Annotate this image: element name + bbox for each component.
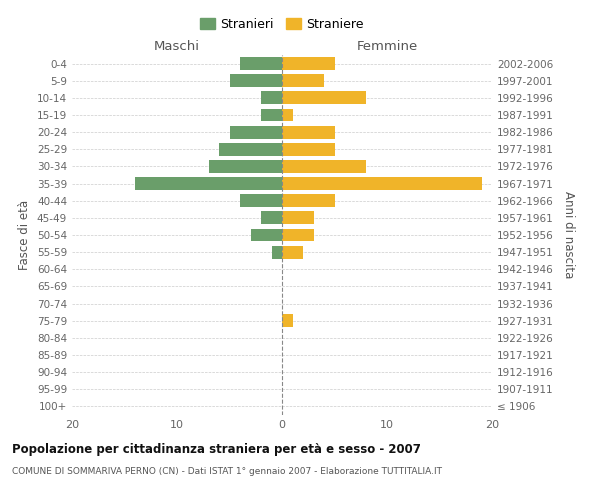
Bar xyxy=(261,212,282,224)
Bar xyxy=(282,212,314,224)
Bar xyxy=(240,194,282,207)
Bar xyxy=(282,92,366,104)
Bar xyxy=(282,74,324,87)
Bar xyxy=(282,143,335,156)
Legend: Stranieri, Straniere: Stranieri, Straniere xyxy=(197,14,367,34)
Bar xyxy=(282,194,335,207)
Bar xyxy=(135,177,282,190)
Bar xyxy=(229,74,282,87)
Bar xyxy=(282,160,366,173)
Bar xyxy=(261,108,282,122)
Bar xyxy=(282,228,314,241)
Text: Maschi: Maschi xyxy=(154,40,200,52)
Bar xyxy=(229,126,282,138)
Bar xyxy=(282,108,293,122)
Bar xyxy=(282,246,303,258)
Bar xyxy=(261,92,282,104)
Bar xyxy=(271,246,282,258)
Bar xyxy=(240,57,282,70)
Bar xyxy=(219,143,282,156)
Y-axis label: Fasce di età: Fasce di età xyxy=(19,200,31,270)
Text: COMUNE DI SOMMARIVA PERNO (CN) - Dati ISTAT 1° gennaio 2007 - Elaborazione TUTTI: COMUNE DI SOMMARIVA PERNO (CN) - Dati IS… xyxy=(12,468,442,476)
Bar xyxy=(282,177,482,190)
Text: Femmine: Femmine xyxy=(356,40,418,52)
Bar xyxy=(282,57,335,70)
Bar xyxy=(251,228,282,241)
Bar xyxy=(282,126,335,138)
Bar xyxy=(282,314,293,327)
Y-axis label: Anni di nascita: Anni di nascita xyxy=(562,192,575,278)
Bar xyxy=(209,160,282,173)
Text: Popolazione per cittadinanza straniera per età e sesso - 2007: Popolazione per cittadinanza straniera p… xyxy=(12,442,421,456)
